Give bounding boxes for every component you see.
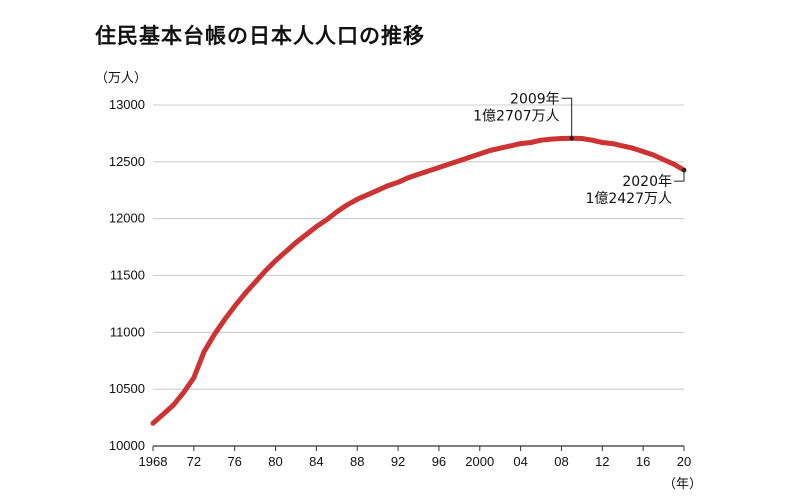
y-tick-label: 12000 [109, 211, 145, 226]
x-tick-labels: 1968 72 76 80 84 88 92 96 2000 04 08 12 16 20 [139, 454, 692, 469]
y-tick-label: 11000 [110, 324, 145, 339]
x-tick-label: 76 [227, 454, 241, 469]
x-tick-label: 12 [595, 454, 609, 469]
x-tick-label: 96 [432, 454, 446, 469]
x-tick-label: 08 [554, 454, 568, 469]
annotation-2009-leader [561, 97, 573, 137]
y-tick-label: 10000 [109, 438, 145, 453]
x-tick-label: 16 [636, 454, 650, 469]
x-tick-label: 1968 [139, 454, 168, 469]
annotation-2009-marker [569, 136, 574, 141]
y-tick-label: 11500 [110, 268, 145, 283]
annotation-2009-year: 2009年 [510, 91, 560, 107]
grid-lines [152, 104, 685, 451]
x-tick-label: 04 [513, 454, 527, 469]
y-tick-label: 13000 [109, 97, 145, 112]
x-axis-unit-label: （年） [663, 476, 702, 491]
annotation-2020-marker [681, 167, 687, 173]
annotation-2009-value: 1億2707万人 [473, 108, 560, 124]
x-tick-label: 20 [677, 454, 691, 469]
y-tick-labels: 10000 10500 11000 11500 12000 12500 13000 [109, 97, 145, 453]
x-tick-label: 2000 [465, 454, 494, 469]
population-series-line [150, 135, 687, 426]
y-axis-unit-label: （万人） [95, 70, 147, 85]
x-tick-label: 84 [309, 454, 323, 469]
y-tick-label: 12500 [109, 154, 145, 169]
annotation-2020-year: 2020年 [622, 174, 672, 190]
annotation-2020-leader [674, 172, 685, 182]
x-tick-label: 80 [268, 454, 282, 469]
x-tick-label: 88 [350, 454, 364, 469]
annotation-2020-value: 1億2427万人 [585, 191, 672, 207]
chart-title: 住民基本台帳の日本人人口の推移 [95, 24, 425, 48]
x-tick-label: 72 [187, 454, 201, 469]
x-tick-label: 92 [391, 454, 405, 469]
y-tick-label: 10500 [109, 381, 145, 396]
